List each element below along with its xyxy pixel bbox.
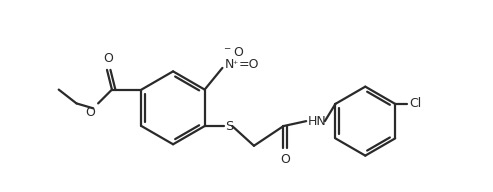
- Text: O: O: [280, 153, 290, 166]
- Text: O: O: [85, 106, 95, 119]
- Text: S: S: [225, 120, 234, 132]
- Text: HN: HN: [308, 115, 327, 128]
- Text: N: N: [224, 58, 234, 71]
- Text: =O: =O: [238, 58, 259, 71]
- Text: O: O: [103, 52, 113, 65]
- Text: $^-$O: $^-$O: [222, 46, 245, 59]
- Text: Cl: Cl: [409, 97, 421, 110]
- Text: $^+$: $^+$: [231, 60, 239, 69]
